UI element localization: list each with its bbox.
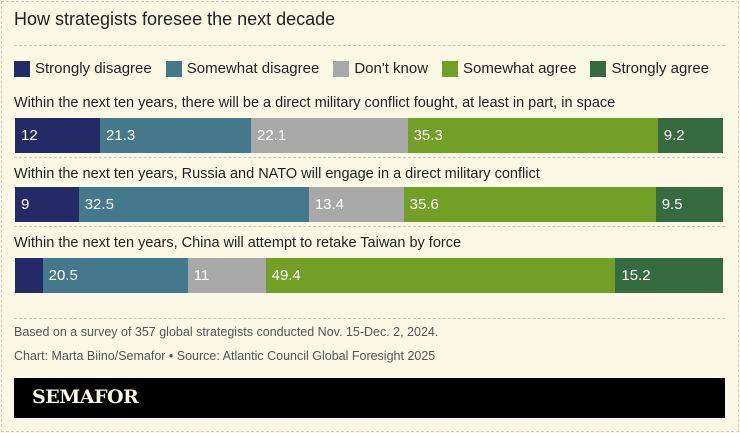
bar-segment: 9.2 xyxy=(657,118,723,153)
legend-item: Somewhat agree xyxy=(442,60,576,77)
divider xyxy=(14,226,725,227)
stacked-bar: 12 21.3 22.1 35.3 9.2 xyxy=(15,118,723,153)
bar-segment xyxy=(15,258,43,293)
bar-segment: 35.3 xyxy=(407,118,658,153)
bar-segment: 22.1 xyxy=(250,118,408,153)
legend-swatch xyxy=(333,60,350,77)
question-label: Within the next ten years, there will be… xyxy=(14,95,616,111)
credit-note: Chart: Marta Biino/Semafor • Source: Atl… xyxy=(14,349,436,363)
bar-segment: 15.2 xyxy=(615,258,723,293)
legend-label: Somewhat disagree xyxy=(186,60,320,77)
legend-label: Strongly agree xyxy=(611,60,710,77)
legend-item: Strongly agree xyxy=(590,60,709,77)
legend-item: Strongly disagree xyxy=(14,60,152,77)
bar-segment: 20.5 xyxy=(42,258,188,293)
bar-segment: 49.4 xyxy=(265,258,616,293)
question-label: Within the next ten years, Russia and NA… xyxy=(14,166,540,182)
legend: Strongly disagree Somewhat disagree Don't … xyxy=(14,60,709,77)
semafor-logo: SEMAFOR xyxy=(32,386,139,408)
legend-label: Somewhat agree xyxy=(463,60,577,77)
legend-label: Strongly disagree xyxy=(35,60,152,77)
legend-swatch xyxy=(442,60,459,77)
legend-item: Don't know xyxy=(333,60,428,77)
legend-swatch xyxy=(590,60,607,77)
divider xyxy=(14,318,725,319)
bar-segment: 35.6 xyxy=(403,187,656,222)
semafor-logo-bar: SEMAFOR xyxy=(14,378,725,418)
stacked-bar: 9 32.5 13.4 35.6 9.5 xyxy=(15,187,723,222)
legend-item: Somewhat disagree xyxy=(165,60,320,77)
bar-segment: 9 xyxy=(15,187,79,222)
bar-segment: 9.5 xyxy=(655,187,723,222)
legend-swatch xyxy=(165,60,182,77)
bar-segment: 32.5 xyxy=(78,187,309,222)
bar-segment: 12 xyxy=(15,118,101,153)
divider xyxy=(14,157,725,158)
legend-label: Don't know xyxy=(354,60,429,77)
question-label: Within the next ten years, China will at… xyxy=(14,235,462,251)
bar-segment: 21.3 xyxy=(100,118,251,153)
chart-title: How strategists foresee the next decade xyxy=(14,9,336,29)
legend-swatch xyxy=(14,60,30,77)
survey-note: Based on a survey of 357 global strategi… xyxy=(14,325,439,339)
divider xyxy=(14,45,725,46)
bar-segment: 13.4 xyxy=(308,187,404,222)
bar-segment: 11 xyxy=(187,258,266,293)
stacked-bar: 20.5 11 49.4 15.2 xyxy=(15,258,723,293)
